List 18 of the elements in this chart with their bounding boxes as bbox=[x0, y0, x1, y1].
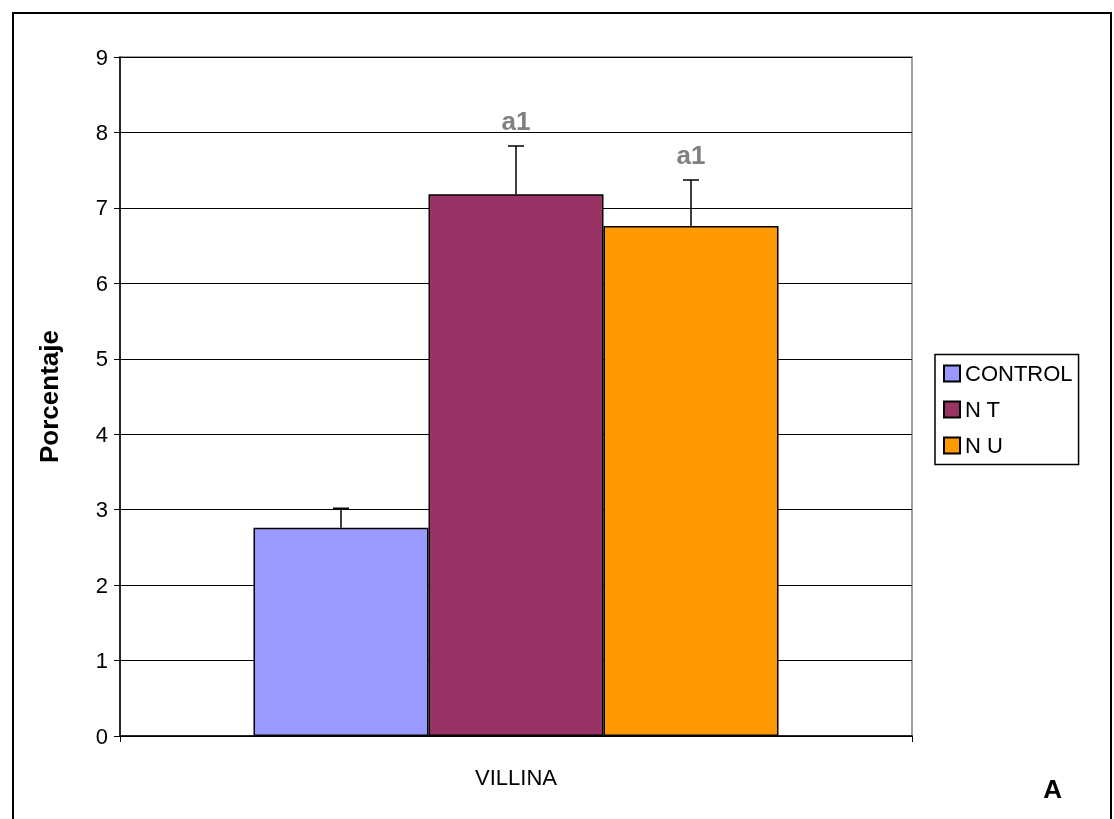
y-axis-title: Porcentaje bbox=[34, 330, 64, 463]
legend-label: N U bbox=[965, 433, 1003, 458]
x-tick-label: VILLINA bbox=[475, 764, 558, 790]
y-tick-label: 1 bbox=[95, 648, 108, 674]
text: A bbox=[1043, 774, 1062, 805]
data-label: a1 bbox=[501, 106, 531, 137]
y-tick-label: 2 bbox=[95, 572, 108, 598]
y-tick-label: 8 bbox=[95, 119, 108, 145]
y-tick-label: 3 bbox=[95, 497, 108, 523]
legend-label: CONTROL bbox=[965, 361, 1073, 386]
y-tick-label: 6 bbox=[95, 270, 108, 296]
legend-label: N T bbox=[965, 397, 1001, 422]
y-tick-label: 7 bbox=[95, 195, 108, 221]
y-tick-label: 0 bbox=[95, 723, 108, 749]
y-tick-label: 9 bbox=[95, 44, 108, 70]
y-tick-label: 4 bbox=[95, 421, 108, 447]
y-tick-label: 5 bbox=[95, 346, 108, 372]
data-label: a1 bbox=[676, 139, 706, 170]
